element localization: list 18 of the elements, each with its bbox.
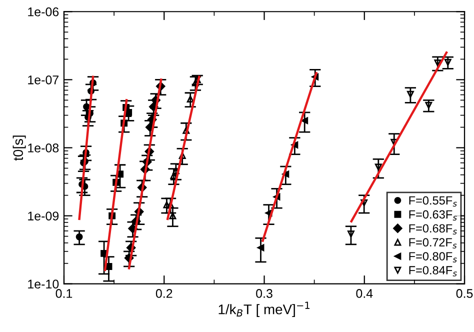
- y-tick-label: 1e-06: [28, 7, 59, 16]
- legend-label: F=0.68F$_{s}$: [409, 224, 457, 234]
- y-tick-label: 1e-09: [28, 212, 59, 220]
- legend-label: F=0.84F$_{s}$: [409, 266, 457, 276]
- y-tick-label: 1e-07: [28, 75, 59, 84]
- legend-label: F=0.55F$_{s}$: [409, 196, 457, 207]
- x-tick-label: 0.4: [356, 289, 373, 298]
- y-axis-title: t0[s]: [12, 136, 26, 161]
- x-tick-label: 0.1: [56, 289, 72, 298]
- x-tick-label: 0.5: [456, 289, 473, 298]
- legend-label: F=0.72F$_{s}$: [409, 238, 457, 248]
- legend-label: F=0.63F$_{s}$: [409, 210, 457, 221]
- x-tick-label: 0.2: [156, 289, 172, 298]
- legend-label: F=0.80F$_{s}$: [409, 252, 457, 262]
- y-tick-label: 1e-10: [28, 280, 59, 289]
- y-tick-label: 1e-08: [28, 144, 59, 152]
- x-tick-label: 0.3: [256, 289, 272, 298]
- x-axis-title: 1/k$_{B}$T [ meV]$^{−1}$: [218, 302, 310, 318]
